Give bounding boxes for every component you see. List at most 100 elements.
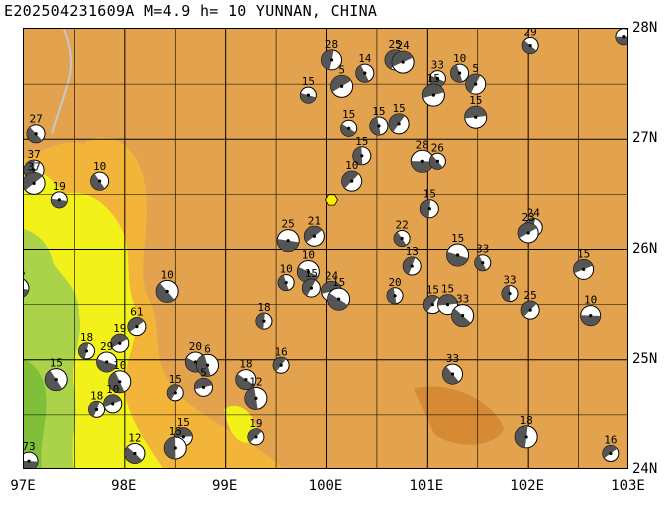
event-depth-label: 37 [27,160,40,173]
focal-mechanism-event[interactable]: 15 [464,94,488,129]
focal-mechanism-event[interactable]: 21 [303,214,325,247]
event-depth-label: 15 [423,188,436,201]
focal-mechanism-event[interactable]: 25 [520,289,540,320]
beachball-compression-quadrant [88,401,100,417]
focal-mechanism-event[interactable]: 24 [615,29,628,46]
focal-mechanism-event[interactable]: 12 [124,431,146,464]
focal-mechanism-event[interactable]: 27 [26,113,46,144]
event-depth-label: 24 [397,39,411,52]
focal-mechanism-event[interactable]: 15 [340,108,358,137]
beachball-compression-quadrant [124,446,143,464]
focal-mechanism-event[interactable]: 15 [166,373,184,402]
focal-mechanism-event[interactable]: 15 [44,357,68,392]
focal-mechanism-event[interactable]: 10 [580,294,602,327]
focal-mechanism-event[interactable]: 61 [127,306,147,337]
event-depth-label: 10 [453,52,466,65]
focal-mechanism-event[interactable]: 16 [602,433,620,462]
focal-mechanism-event[interactable]: 19 [110,322,130,353]
event-depth-label: 15 [305,267,318,280]
focal-mechanism-event[interactable]: 29 [521,29,539,55]
focal-mechanism-event[interactable]: 10 [155,268,179,303]
focal-mechanism-event[interactable]: 10 [277,263,295,292]
focal-mechanism-event[interactable]: 33 [501,274,519,303]
event-depth-label: 27 [29,113,42,126]
beachball-center [435,159,440,163]
beachball-compression-quadrant [273,357,287,372]
focal-mechanism-event[interactable]: 33 [451,293,475,328]
focal-mechanism-event[interactable]: 13 [402,245,422,276]
focal-mechanism-event[interactable]: 24 [391,39,415,74]
focal-mechanism-event[interactable]: 29 [96,340,118,373]
focal-mechanism-event[interactable]: 18 [255,301,273,330]
latitude-tick-label: 27N [632,130,658,147]
event-depth-label: 15 [169,373,182,386]
focal-mechanism-event[interactable]: 18 [514,414,538,449]
focal-mechanism-event[interactable]: 15 [446,232,470,267]
focal-mechanism-event[interactable]: 5 [465,62,487,95]
focal-mechanism-event[interactable]: 28 [321,38,343,71]
focal-mechanism-event[interactable]: 12 [244,375,268,410]
focal-mechanism-event[interactable]: 15 [573,247,595,280]
event-depth-label: 6 [204,342,211,355]
event-epicenter-marker[interactable] [325,194,338,206]
beachball-compression-quadrant [518,222,537,238]
focal-mechanism-event[interactable]: 18 [235,358,257,391]
event-depth-label: 16 [275,345,288,358]
beachball-compression-quadrant [522,40,537,54]
beachball-center [193,360,198,364]
beachball-center [400,236,404,241]
event-depth-label: 15 [169,425,182,438]
focal-mechanism-event[interactable]: 37 [24,160,46,195]
focal-mechanism-event[interactable]: 10 [90,160,110,191]
focal-mechanism-event[interactable]: 15 [24,266,30,298]
focal-mechanism-event[interactable]: 15 [163,425,187,460]
focal-mechanism-event[interactable]: 10 [103,383,123,414]
focal-mechanism-event[interactable]: 73 [24,440,39,469]
focal-mechanism-event[interactable]: 14 [355,52,375,83]
focal-mechanism-event[interactable]: 26 [428,141,446,170]
beachball-center [57,198,61,202]
focal-mechanism-event[interactable]: 33 [428,59,446,88]
focal-mechanism-event[interactable]: 15 [437,283,458,316]
event-depth-label: 10 [161,268,174,281]
event-depth-label: 61 [130,306,143,319]
focal-mechanism-event[interactable]: 33 [474,243,492,272]
focal-mechanism-event[interactable]: 19 [247,417,265,446]
focal-mechanism-event[interactable]: 28 [410,138,434,173]
event-depth-label: 25 [388,38,401,51]
focal-mechanism-event[interactable]: 18 [88,389,106,418]
focal-mechanism-event[interactable]: 15 [299,75,317,104]
focal-mechanism-event[interactable]: 15 [301,267,321,298]
event-depth-label: 10 [302,249,315,262]
focal-mechanism-event[interactable]: 10 [108,359,132,394]
event-depth-label: 24 [617,29,628,30]
focal-mechanism-event[interactable]: 5 [193,366,213,397]
focal-mechanism-event[interactable]: 15 [388,102,410,135]
terrain-patch [414,386,504,445]
beachball-center [582,267,586,271]
focal-mechanism-event[interactable]: 15 [369,105,389,136]
focal-mechanism-event[interactable]: 15 [327,276,351,311]
beachball-compression-quadrant [615,36,627,45]
focal-mechanism-event[interactable]: 15 [419,188,439,219]
focal-mechanism-event[interactable]: 15 [421,72,445,107]
beachball-compression-quadrant [389,113,405,132]
focal-mechanism-event[interactable]: 20 [386,276,404,305]
focal-mechanism-event[interactable]: 10 [450,52,470,83]
focal-mechanism-event[interactable]: 16 [272,345,290,374]
event-depth-label: 18 [90,389,103,402]
focal-mechanism-event[interactable]: 10 [341,159,363,192]
focal-mechanism-event[interactable]: 18 [78,331,96,360]
focal-mechanism-event[interactable]: 10 [296,249,320,284]
beachball-compression-quadrant [341,171,359,189]
event-depth-label: 5 [472,62,479,75]
earthquake-events-layer: 2427373719102851514252433105151515151529… [24,29,628,469]
focal-mechanism-event[interactable]: 19 [50,180,68,209]
focal-mechanism-event[interactable]: 6 [196,342,220,377]
focal-mechanism-event[interactable]: 15 [352,135,372,166]
focal-mechanism-event[interactable]: 23 [517,211,539,244]
focal-mechanism-event[interactable]: 5 [330,63,354,98]
focal-mechanism-event[interactable]: 33 [442,352,464,385]
focal-mechanism-event[interactable]: 25 [276,218,300,253]
focal-mechanism-event[interactable]: 22 [393,218,411,247]
